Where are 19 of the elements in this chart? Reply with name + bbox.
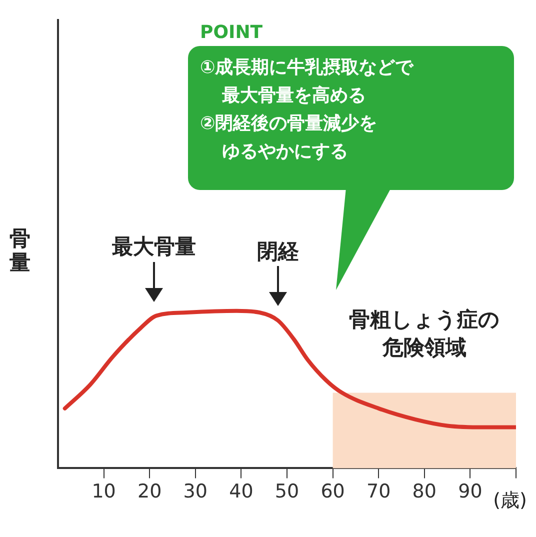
y-axis-title: 骨量 bbox=[8, 226, 30, 274]
x-tick-label: 70 bbox=[366, 480, 391, 503]
annotation: 閉経 bbox=[256, 239, 299, 264]
x-tick-label: 40 bbox=[229, 480, 254, 503]
x-tick-label: 90 bbox=[458, 480, 482, 503]
annotation: 最大骨量 bbox=[111, 234, 196, 259]
x-tick-label: 20 bbox=[138, 480, 162, 503]
x-tick-label: 10 bbox=[92, 480, 116, 503]
text: POINT bbox=[200, 22, 263, 43]
x-axis-title: (歳) bbox=[493, 490, 527, 512]
x-tick-label: 50 bbox=[274, 480, 300, 503]
text: ②閉経後の骨量減少を bbox=[200, 112, 378, 136]
text: 最大骨量を高める bbox=[221, 84, 367, 108]
band-label: 骨粗しょう症の危険領域 bbox=[348, 308, 500, 360]
text: ①成長期に牛乳摂取などで bbox=[200, 56, 414, 80]
x-tick-label: 60 bbox=[320, 480, 345, 503]
x-tick-label: 80 bbox=[412, 480, 436, 503]
x-tick-label: 30 bbox=[183, 480, 208, 503]
text: ゆるやかにする bbox=[221, 140, 349, 164]
